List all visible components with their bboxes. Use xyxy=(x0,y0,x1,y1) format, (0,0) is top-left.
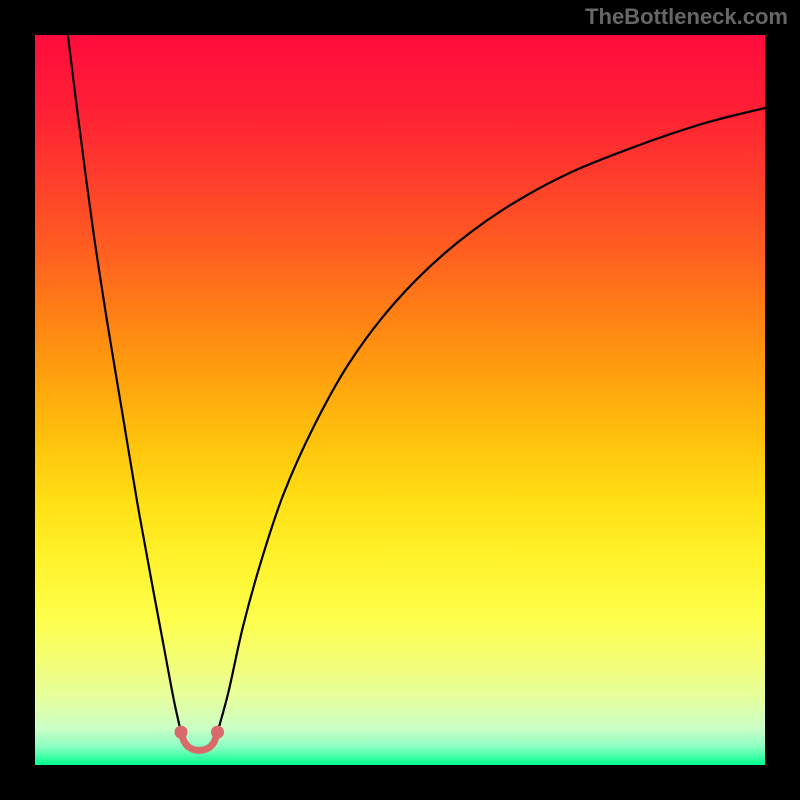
chart-container: TheBottleneck.com xyxy=(0,0,800,800)
gradient-background xyxy=(35,35,765,765)
dip-marker-0 xyxy=(175,726,188,739)
plot-area xyxy=(35,35,765,765)
chart-svg xyxy=(35,35,765,765)
dip-marker-1 xyxy=(211,726,224,739)
watermark-text: TheBottleneck.com xyxy=(585,4,788,30)
